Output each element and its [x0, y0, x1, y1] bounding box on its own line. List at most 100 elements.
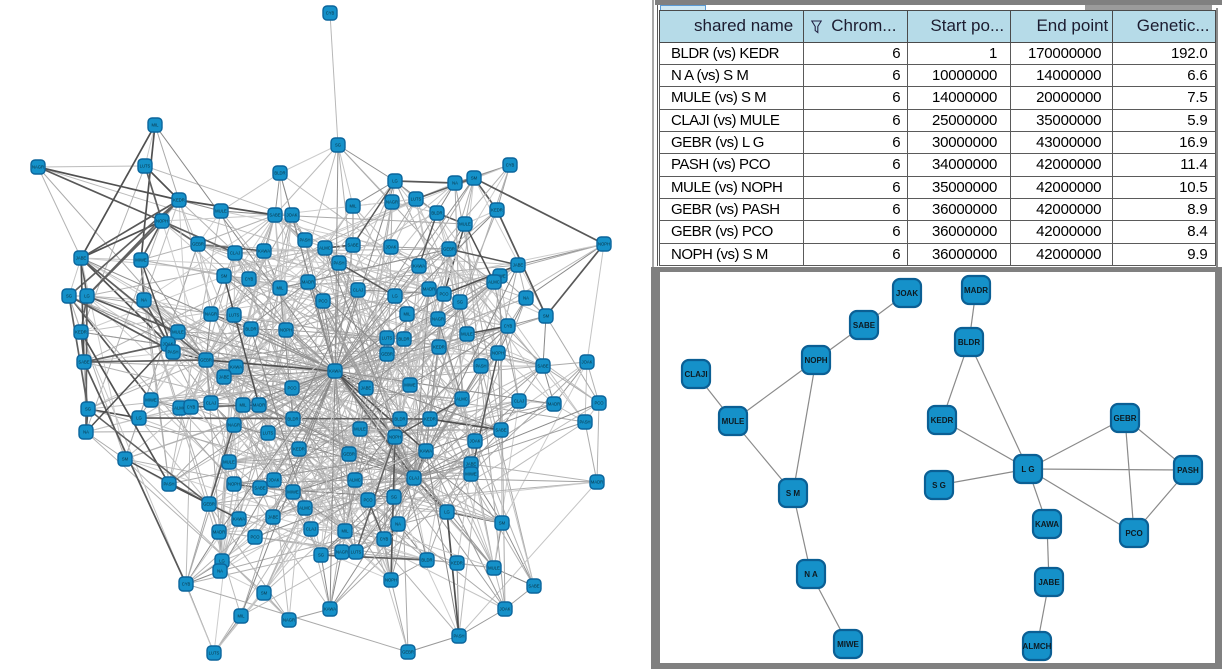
svg-text:MIL: MIL — [152, 123, 160, 128]
svg-text:GEBR: GEBR — [203, 502, 215, 507]
svg-text:NA: NA — [395, 522, 401, 527]
svg-text:SG: SG — [457, 300, 463, 305]
svg-text:ALMC: ALMC — [488, 280, 500, 285]
svg-text:NAGR: NAGR — [228, 423, 240, 428]
svg-text:PCO: PCO — [250, 535, 260, 540]
svg-text:GEBR: GEBR — [443, 247, 455, 252]
svg-text:MIWE: MIWE — [135, 258, 147, 263]
svg-text:SM: SM — [471, 176, 478, 181]
svg-text:LUTS: LUTS — [382, 336, 393, 341]
svg-text:NAGR: NAGR — [205, 312, 217, 317]
svg-text:SABE: SABE — [78, 360, 89, 365]
svg-text:MIWE: MIWE — [465, 472, 477, 477]
svg-text:BLDR: BLDR — [274, 171, 285, 176]
svg-text:LG: LG — [84, 294, 90, 299]
svg-text:KAWA: KAWA — [233, 517, 245, 522]
svg-text:NAGR: NAGR — [336, 550, 348, 555]
svg-text:MULE: MULE — [722, 417, 745, 426]
svg-text:PASH: PASH — [163, 482, 174, 487]
svg-text:NAGR: NAGR — [283, 618, 295, 623]
svg-text:ALMCH: ALMCH — [1023, 642, 1052, 651]
svg-text:L G: L G — [1021, 465, 1034, 474]
svg-text:KAWA: KAWA — [329, 369, 341, 374]
svg-text:NOPH: NOPH — [228, 482, 240, 487]
svg-text:MADR: MADR — [213, 530, 225, 535]
svg-text:CYB: CYB — [182, 582, 191, 587]
svg-text:NOPH: NOPH — [156, 219, 168, 224]
svg-text:GEBR: GEBR — [200, 358, 212, 363]
svg-text:NOPH: NOPH — [280, 328, 292, 333]
svg-text:PASH: PASH — [167, 350, 178, 355]
svg-text:PASH: PASH — [333, 261, 344, 266]
svg-text:SABE: SABE — [495, 428, 506, 433]
svg-text:MIL: MIL — [350, 204, 358, 209]
svg-text:MIWE: MIWE — [287, 490, 299, 495]
svg-text:LG: LG — [219, 559, 225, 564]
svg-text:KAWA: KAWA — [230, 365, 242, 370]
svg-text:JABE: JABE — [513, 263, 524, 268]
svg-text:JOAK: JOAK — [582, 360, 593, 365]
svg-text:MIL: MIL — [342, 529, 350, 534]
svg-text:LG: LG — [444, 510, 450, 515]
svg-text:JOAK: JOAK — [470, 439, 481, 444]
svg-text:KAWA: KAWA — [324, 607, 336, 612]
svg-text:KEDR: KEDR — [931, 416, 954, 425]
svg-text:MADR: MADR — [591, 480, 603, 485]
svg-text:KAWA: KAWA — [1035, 520, 1059, 529]
svg-text:JOAK: JOAK — [386, 245, 397, 250]
svg-text:KEDR: KEDR — [293, 447, 305, 452]
svg-text:SM: SM — [122, 457, 129, 462]
svg-text:KAWA: KAWA — [258, 249, 270, 254]
svg-text:SG: SG — [335, 143, 341, 148]
svg-text:CLAJ: CLAJ — [409, 476, 419, 481]
svg-text:CYB: CYB — [326, 11, 335, 16]
svg-text:LUTS: LUTS — [263, 431, 274, 436]
svg-text:LUTS: LUTS — [229, 313, 240, 318]
svg-text:MADR: MADR — [423, 287, 435, 292]
svg-text:LUTS: LUTS — [140, 164, 151, 169]
svg-text:CLAJ: CLAJ — [206, 401, 216, 406]
svg-text:GEBR: GEBR — [192, 242, 204, 247]
svg-text:JABE: JABE — [361, 386, 372, 391]
svg-text:PASH: PASH — [579, 420, 590, 425]
svg-text:JABE: JABE — [466, 462, 477, 467]
svg-text:NAGR: NAGR — [432, 317, 444, 322]
svg-text:BLDR: BLDR — [394, 417, 405, 422]
svg-text:SABE: SABE — [853, 321, 876, 330]
svg-text:BLDR: BLDR — [245, 327, 256, 332]
svg-text:MADR: MADR — [302, 280, 314, 285]
svg-text:S G: S G — [932, 481, 946, 490]
svg-text:PCO: PCO — [287, 386, 297, 391]
svg-text:LUTS: LUTS — [411, 197, 422, 202]
svg-text:NA: NA — [217, 569, 223, 574]
svg-text:CLAJ: CLAJ — [514, 399, 524, 404]
svg-text:SABE: SABE — [347, 243, 358, 248]
svg-text:N A: N A — [804, 570, 818, 579]
svg-text:KEDR: KEDR — [75, 330, 87, 335]
svg-text:PCO: PCO — [439, 292, 449, 297]
svg-text:MULE: MULE — [172, 330, 184, 335]
svg-text:BLDR: BLDR — [958, 338, 980, 347]
svg-text:NAGR: NAGR — [32, 165, 44, 170]
svg-text:MULE: MULE — [459, 222, 471, 227]
svg-text:ALMC: ALMC — [174, 406, 186, 411]
svg-text:SABE: SABE — [528, 584, 539, 589]
svg-text:NAGR: NAGR — [386, 200, 398, 205]
svg-text:NOPH: NOPH — [492, 351, 504, 356]
svg-text:CYB: CYB — [245, 277, 254, 282]
svg-text:NA: NA — [452, 181, 458, 186]
svg-text:PASH: PASH — [475, 364, 486, 369]
svg-text:MULE: MULE — [461, 332, 473, 337]
svg-text:LG: LG — [392, 294, 398, 299]
svg-text:GEBR: GEBR — [1113, 414, 1136, 423]
svg-text:LG: LG — [392, 179, 398, 184]
svg-text:MULE: MULE — [354, 427, 366, 432]
svg-text:JABE: JABE — [1038, 578, 1060, 587]
svg-text:KAWA: KAWA — [420, 449, 432, 454]
svg-text:SG: SG — [66, 294, 72, 299]
svg-text:JABE: JABE — [76, 256, 87, 261]
svg-text:PCO: PCO — [594, 401, 604, 406]
svg-text:MADR: MADR — [548, 402, 560, 407]
svg-text:SM: SM — [221, 274, 228, 279]
svg-text:JOAK: JOAK — [269, 478, 280, 483]
